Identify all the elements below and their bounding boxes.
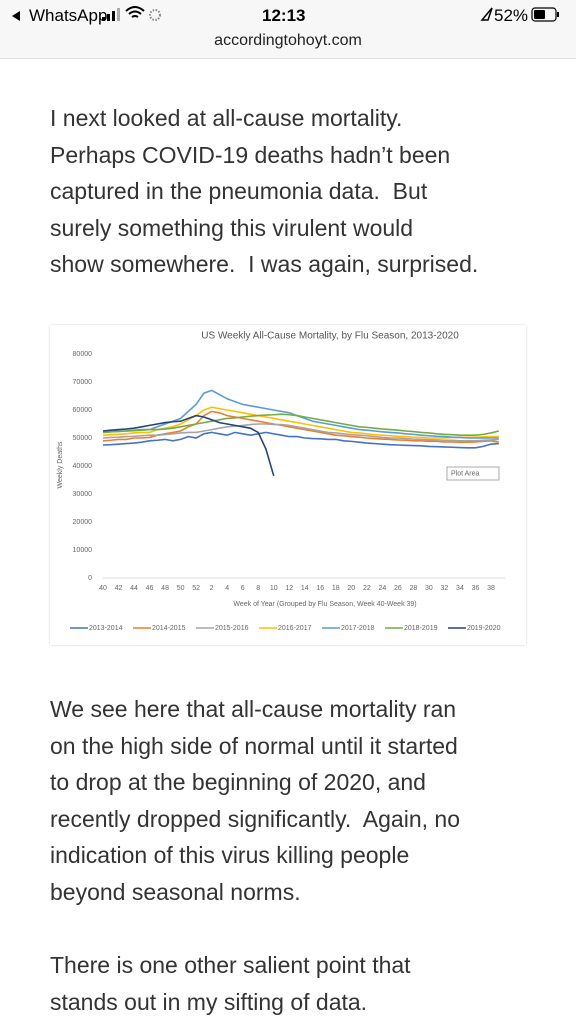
x-tick-label: 38 [487,585,495,592]
x-tick-label: 6 [241,585,245,592]
battery-level: 52% [494,6,529,25]
series-line [102,413,499,436]
x-tick-label: 4 [225,585,229,592]
legend-label: 2014-2015 [152,625,186,632]
browser-chrome: WhatsApp 12:13 52% accordingtohoyt.com [0,0,576,59]
legend-label: 2015-2016 [215,625,249,632]
series-line [102,406,499,439]
text-line: stands out in my sifting of data. [50,988,368,1015]
x-tick-label: 12 [285,585,293,592]
x-tick-label: 24 [378,585,386,592]
x-tick-label: 42 [115,585,123,592]
series-line [102,389,499,439]
legend-label: 2019-2020 [467,625,501,632]
clock: 12:13 [262,6,306,25]
text-line: I next looked at all-cause mortality. [50,105,403,131]
text-line: captured in the pneumonia data. But [50,178,428,204]
text-line: indication of this virus killing people [50,842,410,868]
x-tick-label: 20 [347,585,355,592]
back-arrow[interactable] [12,11,20,21]
back-app[interactable]: WhatsApp [29,6,108,25]
x-axis-title: Week of Year (Grouped by Flu Season, Wee… [233,601,416,608]
x-tick-label: 30 [425,585,433,592]
x-tick-label: 14 [301,585,309,592]
x-tick-label: 22 [363,585,371,592]
x-tick-label: 10 [270,585,278,592]
text-line: show somewhere. I was again, surprised. [50,251,479,277]
url[interactable]: accordingtohoyt.com [214,32,362,49]
chart-figure: US Weekly All-Cause Mortality, by Flu Se… [50,325,526,645]
x-tick-label: 36 [472,585,480,592]
text-line: We see here that all-cause mortality ran [50,696,457,722]
text-line: recently dropped significantly. Again, n… [50,805,460,832]
chart-title: US Weekly All-Cause Mortality, by Flu Se… [201,331,459,342]
y-tick-label: 80000 [73,351,93,358]
legend-label: 2017-2018 [341,625,375,632]
y-tick-label: 50000 [73,435,93,442]
text-line: beyond seasonal norms. [50,878,301,905]
text-line: to drop at the beginning of 2020, and [50,769,426,795]
text-line: on the high side of normal until it star… [50,732,458,759]
x-tick-label: 28 [410,585,418,592]
x-tick-label: 44 [130,585,138,592]
x-tick-label: 46 [146,585,154,592]
x-tick-label: 34 [456,585,464,592]
x-tick-label: 8 [256,585,260,592]
series-line [102,431,499,449]
x-tick-label: 18 [332,585,340,592]
y-tick-label: 70000 [73,379,93,386]
series-line [102,414,275,477]
tooltip: Plot Area [451,470,480,477]
text-line: Perhaps COVID-19 deaths hadn’t been [50,141,451,168]
y-tick-label: 10000 [73,547,93,554]
chart: US Weekly All-Cause Mortality, by Flu Se… [57,331,505,632]
y-tick-label: 60000 [73,407,93,414]
y-tick-label: 40000 [73,463,93,470]
legend-label: 2016-2017 [278,625,312,632]
tooltip-box [446,466,500,481]
x-tick-label: 50 [177,585,185,592]
y-tick-label: 20000 [73,519,93,526]
text-line: surely something this virulent would [50,214,414,241]
series-line [102,423,499,442]
legend-label: 2018-2019 [404,625,438,632]
y-tick-label: 0 [88,575,92,582]
legend-label: 2013-2014 [89,625,123,632]
x-tick-label: 2 [210,585,214,592]
x-tick-label: 32 [441,585,449,592]
series-line [102,410,499,443]
x-tick-label: 40 [99,585,107,592]
x-tick-label: 48 [161,585,169,592]
x-tick-label: 52 [192,585,200,592]
x-tick-label: 16 [316,585,324,592]
y-tick-label: 30000 [73,491,93,498]
x-tick-label: 26 [394,585,402,592]
y-axis-title: Weekly Deaths [57,441,64,488]
text-line: There is one other salient point that [50,952,411,978]
status-icons [12,6,559,22]
